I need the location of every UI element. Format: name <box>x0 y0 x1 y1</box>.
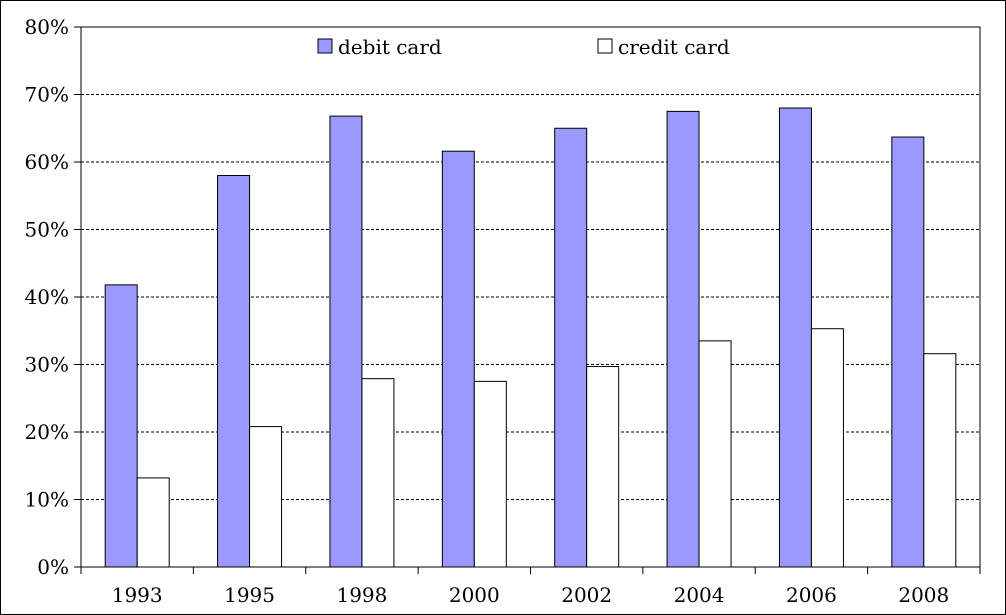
bar-credit-card-2000 <box>473 380 507 568</box>
bar-credit-card-2008 <box>923 353 957 568</box>
bar-debit-card-1998 <box>329 115 363 568</box>
x-tick-label: 2000 <box>449 583 500 607</box>
y-tick-label: 60% <box>25 150 69 174</box>
x-tick-label: 2002 <box>561 583 612 607</box>
x-tick-label: 1993 <box>112 583 163 607</box>
legend-swatch-debit-card <box>317 38 333 54</box>
x-tick-label: 2008 <box>898 583 949 607</box>
bar-debit-card-2002 <box>554 127 588 568</box>
x-tick-label: 1998 <box>336 583 387 607</box>
y-tick-label: 0% <box>37 555 69 579</box>
bar-debit-card-2008 <box>891 136 925 568</box>
y-tick-label: 30% <box>25 353 69 377</box>
bar-debit-card-2006 <box>778 107 812 568</box>
legend-label-credit-card: credit card <box>618 35 730 59</box>
bar-credit-card-2004 <box>698 340 732 568</box>
y-tick-label: 70% <box>25 83 69 107</box>
y-tick-label: 10% <box>25 488 69 512</box>
x-tick-label: 1995 <box>224 583 275 607</box>
y-tick-label: 40% <box>25 285 69 309</box>
y-tick-label: 20% <box>25 420 69 444</box>
x-tick-label: 2004 <box>674 583 725 607</box>
bar-credit-card-1998 <box>361 378 395 568</box>
legend-label-debit-card: debit card <box>338 35 442 59</box>
bar-debit-card-1993 <box>104 284 138 568</box>
bar-credit-card-1993 <box>136 477 170 568</box>
bar-debit-card-1995 <box>217 175 251 568</box>
bar-debit-card-2004 <box>666 110 700 568</box>
legend-swatch-credit-card <box>597 38 613 54</box>
y-tick-label: 80% <box>25 15 69 39</box>
bar-debit-card-2000 <box>441 150 475 568</box>
plot-area <box>80 26 981 568</box>
bar-credit-card-2002 <box>586 366 620 568</box>
bar-credit-card-1995 <box>249 426 283 568</box>
bar-credit-card-2006 <box>810 328 844 568</box>
x-tick-label: 2006 <box>786 583 837 607</box>
y-tick-label: 50% <box>25 218 69 242</box>
